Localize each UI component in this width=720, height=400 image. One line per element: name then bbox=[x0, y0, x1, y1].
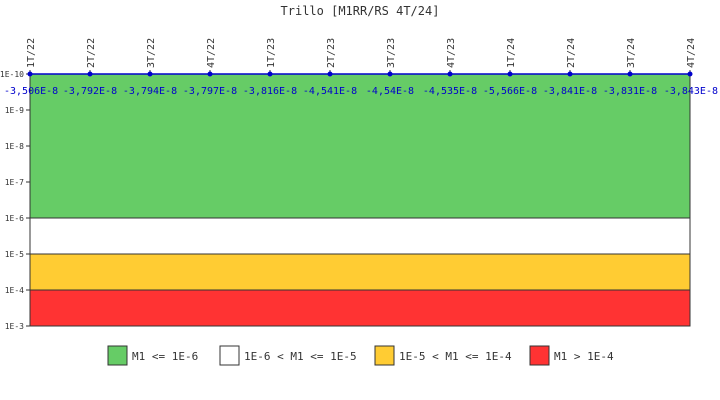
legend-label-1: 1E-6 < M1 <= 1E-5 bbox=[244, 350, 357, 363]
y-axis: 1E-10 1E-9 1E-8 1E-7 1E-6 1E-5 1E-4 1E-3 bbox=[0, 70, 31, 331]
x-axis: 1T/22 2T/22 3T/22 4T/22 1T/23 2T/23 3T/23 4T/23… bbox=[26, 38, 697, 74]
data-label: -5,566E-8 bbox=[483, 86, 537, 97]
x-tick-label: 3T/22 bbox=[146, 38, 157, 68]
data-label: -4,54E-8 bbox=[366, 86, 414, 97]
x-tick-label: 3T/24 bbox=[626, 38, 637, 68]
legend-label-0: M1 <= 1E-6 bbox=[132, 350, 198, 363]
data-point bbox=[327, 71, 333, 77]
data-point bbox=[507, 71, 513, 77]
band-0 bbox=[29, 73, 691, 219]
legend-label-2: 1E-5 < M1 <= 1E-4 bbox=[399, 350, 512, 363]
x-tick-label: 4T/22 bbox=[206, 38, 217, 68]
data-label: -3,797E-8 bbox=[183, 86, 237, 97]
data-point bbox=[27, 71, 33, 77]
data-point bbox=[207, 71, 213, 77]
band-3 bbox=[29, 289, 691, 327]
risk-bands bbox=[29, 73, 691, 327]
data-label: -4,535E-8 bbox=[423, 86, 477, 97]
chart-title: Trillo [M1RR/RS 4T/24] bbox=[281, 4, 440, 18]
x-tick-label: 2T/24 bbox=[566, 38, 577, 68]
data-label: -3,841E-8 bbox=[543, 86, 597, 97]
y-tick-label: 1E-3 bbox=[5, 322, 24, 331]
y-tick-label: 1E-7 bbox=[5, 178, 24, 187]
legend-label-3: M1 > 1E-4 bbox=[554, 350, 614, 363]
data-label: -3,792E-8 bbox=[63, 86, 117, 97]
legend: M1 <= 1E-6 1E-6 < M1 <= 1E-5 1E-5 < M1 <= … bbox=[107, 345, 614, 366]
legend-swatch-1 bbox=[219, 345, 240, 366]
data-label: -3,831E-8 bbox=[603, 86, 657, 97]
data-label: -3,816E-8 bbox=[243, 86, 297, 97]
y-tick-label: 1E-4 bbox=[5, 286, 24, 295]
data-point bbox=[567, 71, 573, 77]
data-label: -4,541E-8 bbox=[303, 86, 357, 97]
x-tick-label: 4T/24 bbox=[686, 38, 697, 68]
y-tick-label: 1E-6 bbox=[5, 214, 24, 223]
x-tick-label: 1T/23 bbox=[266, 38, 277, 68]
y-tick-label: 1E-5 bbox=[5, 250, 24, 259]
data-series: -3,506E-8 -3,792E-8 -3,794E-8 -3,797E-8 -3,8… bbox=[4, 71, 718, 97]
x-tick-label: 1T/24 bbox=[506, 38, 517, 68]
band-1 bbox=[29, 217, 691, 255]
y-tick-label: 1E-8 bbox=[5, 142, 24, 151]
data-point bbox=[627, 71, 633, 77]
y-tick-label: 1E-10 bbox=[0, 70, 24, 79]
legend-swatch-2 bbox=[374, 345, 395, 366]
x-tick-label: 2T/22 bbox=[86, 38, 97, 68]
data-point bbox=[687, 71, 693, 77]
legend-swatch-3 bbox=[529, 345, 550, 366]
y-tick-label: 1E-9 bbox=[5, 106, 24, 115]
x-tick-label: 4T/23 bbox=[446, 38, 457, 68]
data-point bbox=[87, 71, 93, 77]
x-tick-label: 3T/23 bbox=[386, 38, 397, 68]
data-point bbox=[387, 71, 393, 77]
legend-swatch-0 bbox=[107, 345, 128, 366]
data-label: -3,843E-8 bbox=[664, 86, 718, 97]
x-tick-label: 2T/23 bbox=[326, 38, 337, 68]
data-label: -3,506E-8 bbox=[4, 86, 58, 97]
data-point bbox=[447, 71, 453, 77]
data-point bbox=[267, 71, 273, 77]
data-point bbox=[147, 71, 153, 77]
data-label: -3,794E-8 bbox=[123, 86, 177, 97]
band-2 bbox=[29, 253, 691, 291]
x-tick-label: 1T/22 bbox=[26, 38, 37, 68]
